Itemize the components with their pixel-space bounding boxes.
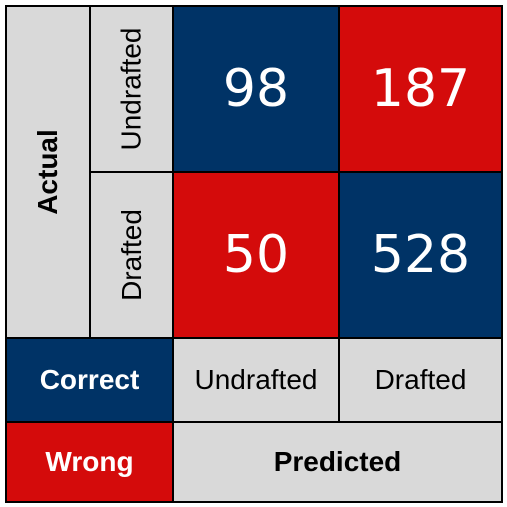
y-axis-title: Actual [32,129,64,215]
col-label-drafted: Drafted [374,364,467,395]
matrix-value: 98 [222,59,290,119]
legend-wrong-swatch: Wrong [5,421,174,503]
col-label-cell-0: Undrafted [172,337,340,423]
matrix-cell-drafted-drafted: 528 [338,171,503,339]
matrix-cell-drafted-undrafted: 50 [172,171,340,339]
matrix-cell-undrafted-undrafted: 98 [172,5,340,173]
x-axis-title: Predicted [273,446,402,477]
matrix-value: 50 [222,225,290,285]
matrix-value: 528 [370,225,471,285]
legend-correct-swatch: Correct [5,337,174,423]
row-label-undrafted: Undrafted [115,27,147,151]
row-label-cell-0: Undrafted [89,5,174,173]
matrix-value: 187 [370,59,471,119]
legend-wrong-label: Wrong [45,446,134,477]
x-axis-title-cell: Predicted [172,421,503,503]
y-axis-title-cell: Actual [5,5,91,339]
col-label-cell-1: Drafted [338,337,503,423]
col-label-undrafted: Undrafted [194,364,318,395]
row-label-drafted: Drafted [115,209,147,301]
legend-correct-label: Correct [39,364,140,395]
matrix-cell-undrafted-drafted: 187 [338,5,503,173]
row-label-cell-1: Drafted [89,171,174,339]
